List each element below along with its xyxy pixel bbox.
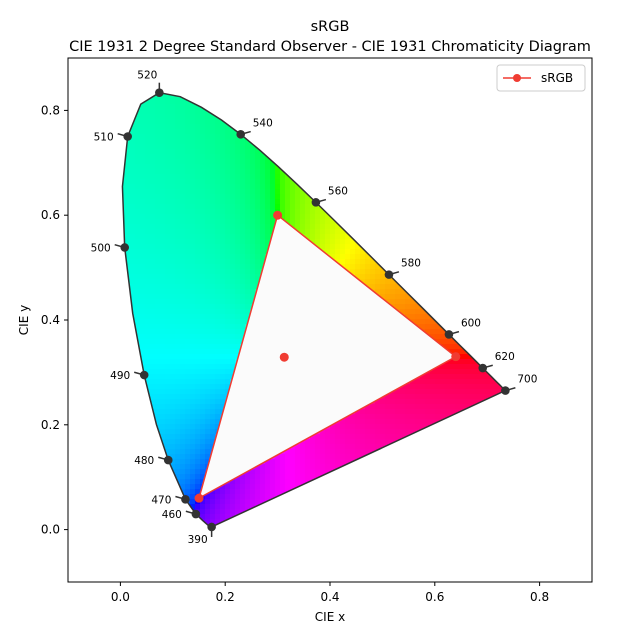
wavelength-label-460: 460: [162, 509, 182, 521]
legend: sRGB: [496, 64, 586, 92]
srgb-primary-2: [194, 493, 204, 503]
wavelength-label-600: 600: [461, 317, 481, 329]
wavelength-marker-700: [501, 386, 510, 395]
y-tick-label-0.0: 0.0: [41, 523, 60, 537]
wavelength-label-520: 520: [137, 70, 157, 82]
y-tick-label-0.2: 0.2: [41, 418, 60, 432]
x-tick-label-0.8: 0.8: [530, 590, 549, 604]
wavelength-marker-490: [139, 370, 149, 380]
legend-label-srgb: sRGB: [541, 71, 573, 85]
wavelength-marker-390: [207, 522, 216, 532]
wavelength-marker-520: [155, 88, 164, 97]
x-axis-label: CIE x: [315, 610, 345, 624]
wavelength-marker-470: [181, 495, 190, 504]
wavelength-label-560: 560: [328, 185, 348, 197]
y-tick-label-0.4: 0.4: [41, 313, 60, 327]
wavelength-marker-500: [120, 243, 129, 252]
wavelength-label-470: 470: [151, 494, 171, 506]
wavelength-label-540: 540: [253, 117, 273, 129]
x-axis-ticks: 0.0 0.2 0.4 0.6 0.8: [111, 582, 549, 604]
legend-box: [496, 64, 586, 92]
wavelength-marker-460: [191, 509, 201, 519]
wavelength-marker-620: [478, 363, 488, 373]
srgb-primary-1: [273, 210, 283, 220]
gamut-interior: [199, 215, 456, 499]
wavelength-label-490: 490: [110, 370, 130, 382]
wavelength-label-700: 700: [517, 374, 537, 386]
plot-layer: [114, 82, 516, 537]
wavelength-label-480: 480: [134, 455, 154, 467]
y-axis-label: CIE y: [17, 305, 31, 335]
wavelength-marker-480: [163, 455, 173, 465]
legend-marker-srgb: [513, 74, 521, 82]
wavelength-marker-580: [384, 270, 394, 279]
wavelength-marker-560: [311, 198, 321, 207]
y-axis-ticks: 0.0 0.2 0.4 0.6 0.8: [41, 103, 68, 537]
chart-subtitle: CIE 1931 2 Degree Standard Observer - CI…: [69, 39, 591, 55]
wavelength-label-390: 390: [188, 534, 208, 546]
x-tick-label-0.0: 0.0: [111, 590, 130, 604]
wavelength-label-510: 510: [94, 131, 114, 143]
wavelength-marker-600: [444, 330, 454, 339]
wavelength-label-620: 620: [495, 351, 515, 363]
srgb-whitepoint: [279, 352, 289, 362]
x-tick-label-0.6: 0.6: [425, 590, 444, 604]
srgb-primary-0: [451, 352, 461, 362]
x-tick-label-0.2: 0.2: [216, 590, 235, 604]
x-tick-label-0.4: 0.4: [320, 590, 339, 604]
wavelength-marker-540: [236, 130, 246, 139]
y-tick-label-0.6: 0.6: [41, 208, 60, 222]
srgb-gamut-line: [197, 213, 458, 500]
wavelength-marker-510: [123, 132, 132, 141]
y-tick-label-0.8: 0.8: [41, 103, 60, 117]
wavelength-label-500: 500: [91, 242, 111, 254]
wavelength-label-580: 580: [401, 258, 421, 270]
chart-title: sRGB: [311, 19, 350, 35]
